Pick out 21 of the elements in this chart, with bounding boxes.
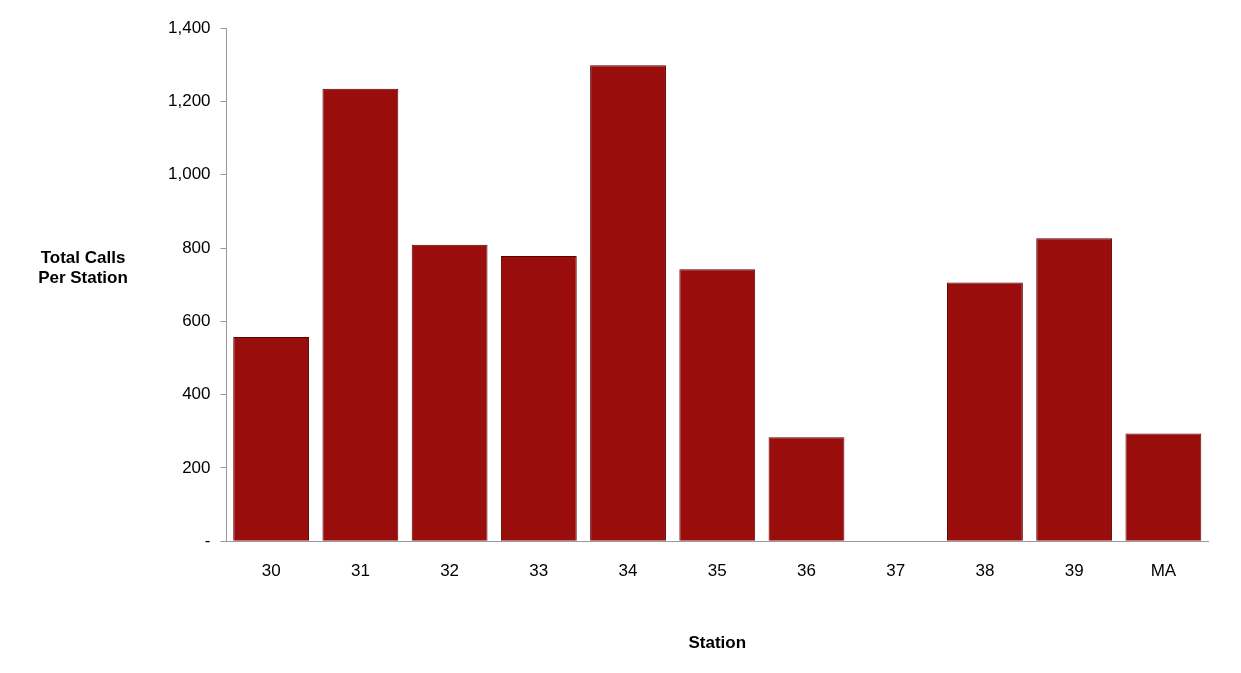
y-tick-label: 400 bbox=[182, 384, 211, 404]
x-tick-label: 31 bbox=[350, 561, 370, 581]
y-tick-label: 1,400 bbox=[167, 17, 211, 37]
y-axis-title: Total Calls Per Station bbox=[37, 248, 129, 288]
y-tick-label: 1,000 bbox=[167, 164, 211, 184]
y-tick-label: 200 bbox=[182, 457, 211, 477]
x-tick-label: 37 bbox=[886, 561, 906, 581]
y-tick-label: 800 bbox=[182, 237, 211, 257]
x-tick-label: 35 bbox=[707, 561, 727, 581]
x-tick-label: 30 bbox=[261, 561, 281, 581]
x-tick-label: 32 bbox=[440, 561, 460, 581]
y-tick-label: 1,200 bbox=[167, 91, 211, 111]
x-axis-title: Station bbox=[688, 633, 747, 653]
x-tick-label: 38 bbox=[975, 561, 995, 581]
x-tick-label: 33 bbox=[529, 561, 549, 581]
x-tick-label: 36 bbox=[797, 561, 816, 581]
x-tick-label: 39 bbox=[1064, 561, 1084, 581]
y-tick-label: 600 bbox=[182, 311, 211, 331]
x-tick-label: 34 bbox=[618, 561, 638, 581]
x-tick-label: MA bbox=[1150, 561, 1177, 581]
y-tick-label: - bbox=[204, 530, 211, 550]
